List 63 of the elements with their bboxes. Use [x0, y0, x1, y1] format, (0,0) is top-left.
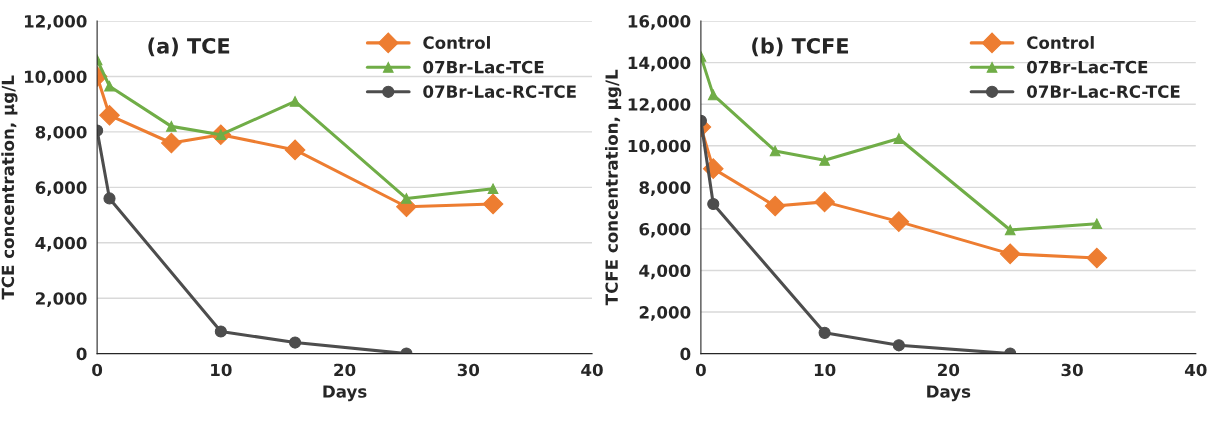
y-tick-label: 0 [76, 347, 87, 361]
text: (a) TCE [148, 37, 230, 57]
legend-label: 07Br-Lac-TCE [423, 60, 544, 74]
point [764, 195, 786, 217]
point [401, 193, 412, 204]
y-tick-label: 0 [680, 347, 691, 361]
point [284, 139, 306, 161]
point [1086, 247, 1108, 269]
y-tick-label: 8,000 [35, 125, 87, 141]
x-tick-label: 20 [334, 363, 356, 377]
point [1091, 218, 1103, 230]
point [214, 325, 227, 338]
legend-label: 07Br-Lac-RC-TCE [1027, 85, 1180, 98]
x-axis-title: Days [323, 385, 367, 402]
x-tick-label: 0 [695, 363, 706, 377]
y-tick-label: 10,000 [628, 139, 691, 155]
point [161, 132, 182, 154]
x-tick-label: 40 [1184, 363, 1207, 377]
point [888, 211, 910, 232]
point [165, 120, 177, 132]
y-tick-label: 16,000 [628, 15, 691, 30]
legend-label: Control [423, 36, 490, 49]
y-tick-label: 12,000 [628, 98, 691, 113]
x-tick-label: 20 [938, 363, 960, 377]
y-tick-label: 8,000 [639, 181, 691, 197]
point [99, 104, 120, 126]
legend-label: Control [1027, 36, 1094, 49]
y-tick-label: 14,000 [628, 56, 691, 72]
y-axis-title: TCFE concentration, µg/L [605, 69, 622, 306]
legend-label: 07Br-Lac-RC-TCE [423, 85, 576, 98]
x-tick-label: 10 [211, 363, 232, 377]
x-tick-label: 40 [581, 363, 603, 377]
text: (b) TCFE [752, 37, 849, 57]
y-tick-label: 10,000 [24, 70, 87, 86]
x-axis-title: Days [927, 385, 971, 402]
point [1004, 224, 1016, 236]
point [104, 80, 115, 92]
y-tick-label: 12,000 [24, 15, 87, 30]
y-tick-label: 6,000 [639, 222, 691, 238]
point [707, 89, 719, 101]
y-tick-label: 6,000 [35, 181, 87, 197]
legend-label: 07Br-Lac-TCE [1027, 60, 1148, 74]
y-tick-label: 4,000 [35, 236, 87, 252]
point [707, 197, 720, 211]
point [103, 192, 116, 205]
x-tick-label: 10 [814, 363, 836, 377]
x-tick-label: 30 [1061, 363, 1083, 377]
point [818, 326, 831, 339]
point [999, 243, 1021, 265]
point [892, 339, 905, 352]
y-tick-label: 2,000 [639, 306, 691, 321]
point [769, 145, 781, 157]
point [289, 336, 302, 349]
y-tick-label: 2,000 [36, 292, 87, 307]
point [289, 96, 301, 107]
point [482, 193, 504, 215]
x-tick-label: 30 [457, 363, 480, 377]
y-axis-title: TCE concentration, µg/L [1, 75, 18, 300]
point [487, 183, 499, 195]
point [814, 191, 835, 213]
y-tick-label: 4,000 [639, 264, 691, 280]
point [819, 154, 830, 166]
x-tick-label: 0 [92, 363, 103, 377]
